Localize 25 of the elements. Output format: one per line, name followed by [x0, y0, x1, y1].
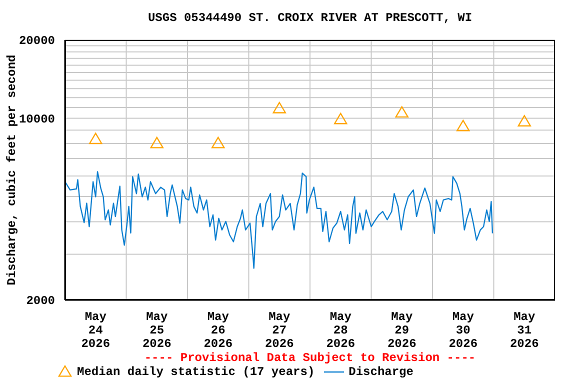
point	[272, 102, 286, 114]
legend-label: Median daily statistic (17 years)	[77, 365, 315, 379]
point	[518, 115, 531, 127]
y-tick-label: 2000	[26, 294, 55, 308]
point	[395, 106, 408, 118]
point	[89, 132, 102, 144]
x-tick-label: May 26 2026	[204, 310, 233, 351]
point	[212, 136, 225, 148]
text: ---- Provisional Data Subject to Revision ----	[143, 351, 477, 365]
x-tick-label: May 31 2026	[510, 310, 539, 351]
y-axis-title: Discharge, cubic feet per second	[5, 54, 19, 286]
point	[334, 112, 348, 124]
x-tick-label: May 28 2026	[326, 310, 356, 351]
point	[456, 120, 470, 132]
point	[150, 136, 164, 148]
x-tick-label: May 27 2026	[264, 310, 294, 351]
y-tick-label: 10000	[18, 112, 55, 126]
x-tick-label: May 25 2026	[142, 310, 172, 351]
x-tick-label: May 30 2026	[448, 310, 478, 351]
line-series	[65, 171, 494, 269]
x-tick-label: May 24 2026	[81, 310, 110, 351]
y-tick-label: 20000	[18, 34, 55, 48]
legend-label: Discharge	[348, 365, 414, 379]
x-tick-label: May 29 2026	[387, 310, 416, 351]
chart-title: USGS 05344490 ST. CROIX RIVER AT PRESCOTT, WI	[146, 11, 474, 25]
